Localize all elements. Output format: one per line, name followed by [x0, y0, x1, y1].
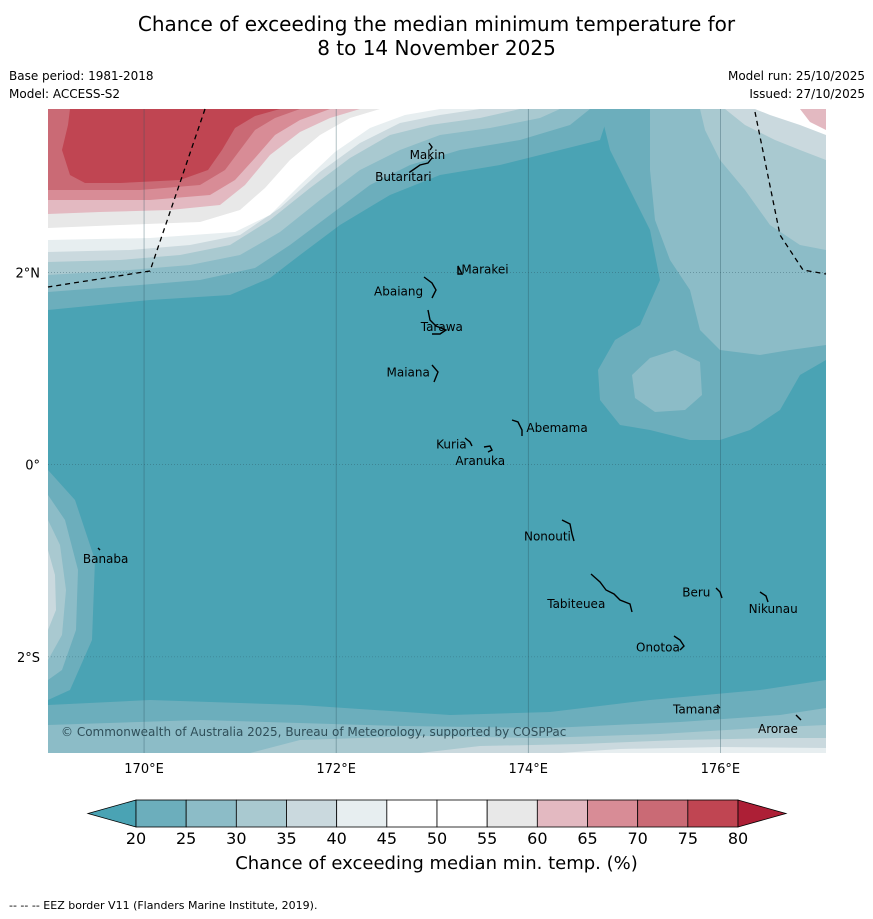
island-kuria-shape	[464, 437, 473, 447]
colorbar-tick-label: 25	[176, 829, 196, 848]
island-label-butaritari: Butaritari	[375, 170, 432, 184]
colorbar-tick-label: 40	[326, 829, 346, 848]
colorbar-band-35-40	[286, 799, 338, 828]
island-label-makin: Makin	[410, 148, 446, 162]
island-arorae-shape	[795, 714, 802, 721]
island-aranuka-shape	[483, 445, 493, 453]
colorbar-band-75-80	[687, 799, 739, 828]
island-abaiang-shape	[423, 276, 437, 299]
y-tick-label: 0°	[25, 459, 40, 474]
longitude-ticks: 170°E 172°E 174°E 176°E	[124, 762, 740, 777]
colorbar-band-45-50	[386, 799, 438, 828]
chart-title: Chance of exceeding the median minimum t…	[0, 12, 873, 60]
island-label-banaba: Banaba	[83, 552, 129, 566]
island-label-abaiang: Abaiang	[374, 285, 423, 299]
colorbar-tick-label: 65	[577, 829, 597, 848]
island-label-beru: Beru	[682, 585, 710, 599]
colorbar: 20 25 30 35 40 45 50 55 60 65 70 75 80	[86, 799, 788, 848]
colorbar-extend-high	[737, 799, 788, 828]
island-outlines	[97, 142, 802, 721]
island-label-nonouti: Nonouti	[524, 530, 571, 544]
model-name: Model: ACCESS-S2	[9, 87, 121, 101]
model-run: Model run: 25/10/2025	[727, 69, 865, 83]
colorbar-tick-label: 35	[276, 829, 296, 848]
colorbar-band-60-65	[536, 799, 588, 828]
band-45-50-south	[560, 747, 826, 753]
island-beru-shape	[715, 587, 723, 599]
colorbar-tick-label: 60	[527, 829, 547, 848]
colorbar-band-20-25	[135, 799, 187, 828]
island-marakei-shape	[457, 265, 464, 275]
colorbar-title: Chance of exceeding median min. temp. (%…	[235, 853, 638, 874]
island-label-tamana: Tamana	[672, 703, 720, 717]
eez-west-border	[47, 108, 206, 288]
y-tick-label: 2°N	[16, 266, 41, 281]
colorbar-tick-label: 75	[678, 829, 698, 848]
island-label-aranuka: Aranuka	[455, 454, 505, 468]
meta-left: Base period: 1981-2018 Model: ACCESS-S2	[9, 67, 154, 103]
island-nonouti-shape	[561, 519, 575, 542]
colorbar-band-55-60	[486, 799, 538, 828]
colorbar-tick-label: 70	[627, 829, 647, 848]
title-line-2: 8 to 14 November 2025	[317, 36, 556, 60]
y-tick-label: 2°S	[17, 651, 40, 666]
eez-border	[47, 108, 827, 288]
issued-date: Issued: 27/10/2025	[749, 87, 865, 101]
island-label-marakei: Marakei	[461, 263, 508, 277]
island-label-tarawa: Tarawa	[420, 320, 463, 334]
colorbar-tick-label: 80	[728, 829, 748, 848]
island-label-abemama: Abemama	[526, 421, 587, 435]
island-labels: Makin Butaritari Marakei Abaiang Tarawa Maian…	[83, 148, 798, 736]
eez-legend-note: -- -- -- EEZ border V11 (Flanders Marine…	[9, 899, 318, 912]
island-label-maiana: Maiana	[387, 365, 430, 379]
colorbar-extend-low	[86, 799, 137, 828]
band-75-80-nw	[62, 109, 280, 183]
island-label-nikunau: Nikunau	[749, 602, 798, 616]
colorbar-tick-label: 30	[226, 829, 246, 848]
colorbar-band-50-55	[436, 799, 488, 828]
band-30-35-east-blob	[632, 350, 702, 412]
island-label-arorae: Arorae	[758, 722, 798, 736]
island-label-tabiteuea: Tabiteuea	[546, 597, 605, 611]
colorbar-band-25-30	[185, 799, 237, 828]
colorbar-tick-label: 55	[477, 829, 497, 848]
copyright-notice: © Commonwealth of Australia 2025, Bureau…	[61, 725, 566, 739]
island-butaritari-shape	[409, 157, 433, 173]
band-60-east	[800, 109, 826, 130]
x-tick-label: 172°E	[316, 762, 356, 777]
island-maiana-shape	[431, 364, 439, 383]
colorbar-tick-label: 50	[427, 829, 447, 848]
colorbar-tick-label: 20	[126, 829, 146, 848]
x-tick-label: 174°E	[508, 762, 548, 777]
x-tick-label: 170°E	[124, 762, 164, 777]
colorbar-band-40-45	[336, 799, 388, 828]
island-label-kuria: Kuria	[436, 437, 467, 451]
island-makin-shape	[428, 142, 433, 151]
island-label-onotoa: Onotoa	[636, 640, 680, 654]
x-tick-label: 176°E	[701, 762, 741, 777]
eez-east-border	[754, 111, 827, 275]
island-abemama-shape	[511, 419, 523, 436]
base-period: Base period: 1981-2018	[9, 69, 154, 83]
island-tarawa-shape	[427, 309, 448, 335]
island-tabiteuea-shape	[590, 573, 633, 613]
island-nikunau-shape	[759, 591, 769, 603]
gridlines	[48, 109, 826, 753]
band-35-40-west	[48, 520, 66, 660]
island-banaba-shape	[97, 547, 101, 551]
island-tamana-shape	[716, 704, 721, 709]
colorbar-band-70-75	[637, 799, 689, 828]
island-onotoa-shape	[673, 635, 685, 651]
latitude-ticks: 2°N 0° 2°S	[16, 266, 41, 665]
band-40-45-west	[48, 550, 56, 630]
colorbar-tick-label: 45	[377, 829, 397, 848]
meta-right: Model run: 25/10/2025 Issued: 27/10/2025	[728, 67, 865, 103]
title-line-1: Chance of exceeding the median minimum t…	[137, 12, 736, 36]
colorbar-band-65-70	[587, 799, 639, 828]
colorbar-band-30-35	[235, 799, 287, 828]
probability-field	[48, 109, 826, 753]
